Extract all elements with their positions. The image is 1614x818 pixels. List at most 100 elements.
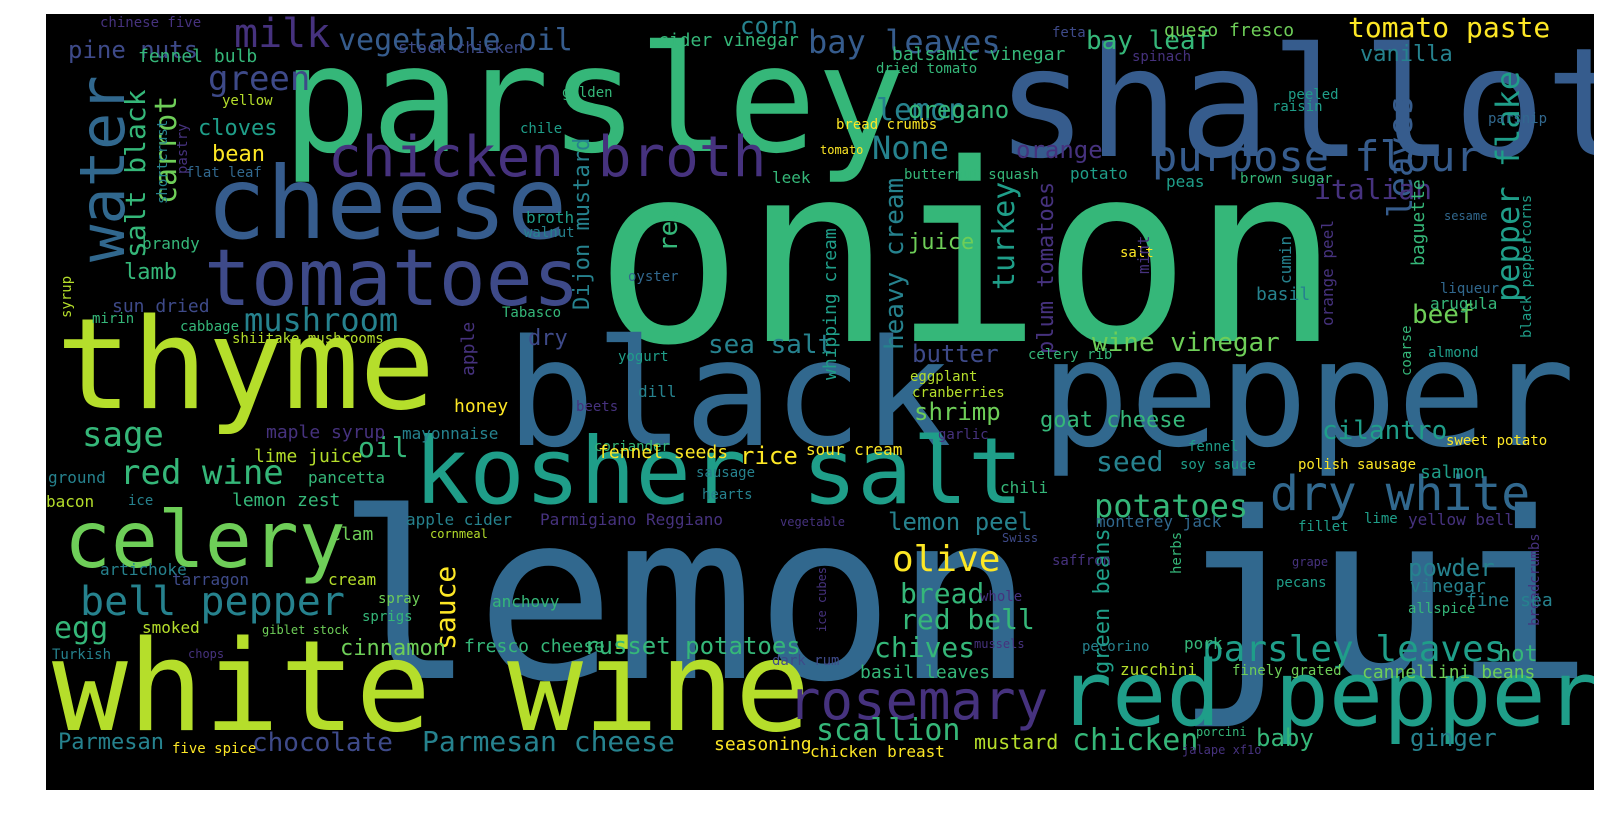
word: dry white — [1270, 466, 1531, 522]
word-cloud: onion lemon juice parsley shallot black … — [46, 14, 1594, 790]
word: cloves — [198, 116, 278, 141]
word: plum tomatoes — [1034, 181, 1059, 354]
word: mussels — [974, 637, 1025, 651]
word: lemon juice — [336, 463, 1594, 733]
word: pine nuts — [68, 36, 199, 64]
word: cilantro — [1322, 416, 1448, 446]
word: shortcrust — [155, 119, 171, 204]
word: italian — [1314, 173, 1433, 206]
word: allspice — [1408, 601, 1476, 617]
word: beets — [576, 399, 619, 415]
word: seed — [1096, 445, 1164, 478]
word: turkey — [987, 181, 1022, 290]
word: lamb — [124, 260, 177, 285]
word: cornmeal — [430, 527, 488, 541]
word: chicken broth — [328, 125, 767, 190]
word: saffron — [1052, 553, 1112, 569]
word: bell pepper — [80, 579, 345, 625]
word: seasoning — [714, 734, 812, 755]
word: hot — [1498, 642, 1538, 667]
word: apple — [458, 321, 479, 376]
word: vanilla — [1360, 42, 1453, 67]
word: basil leaves — [860, 662, 991, 683]
word: whipping cream — [820, 228, 841, 380]
word: tomato — [820, 143, 864, 157]
word: pecans — [1276, 575, 1327, 591]
word: sausage — [696, 465, 756, 481]
word: giblet stock — [262, 623, 349, 637]
word: sea salt — [708, 330, 834, 360]
word: Parmigiano Reggiano — [540, 510, 724, 529]
word: finely grated — [1232, 663, 1342, 679]
word: powder — [1408, 554, 1495, 582]
word: zucchini — [1120, 660, 1198, 679]
word: bean — [212, 142, 265, 167]
word: spinach — [1132, 49, 1192, 65]
word: stock chicken — [398, 38, 524, 57]
word: artichoke — [100, 560, 187, 579]
word: orange peel — [1318, 220, 1337, 326]
word: parsley — [282, 14, 906, 186]
word: syrup — [59, 275, 75, 318]
word: mustard — [974, 730, 1059, 754]
word: red — [654, 205, 684, 252]
word: chili — [1000, 478, 1049, 497]
word: cinnamon — [340, 636, 446, 661]
word: Parmesan — [58, 730, 164, 755]
word: chives — [874, 631, 976, 664]
word: shallot — [996, 15, 1594, 192]
word: lemon zest — [232, 490, 341, 511]
word: monterey jack — [1096, 512, 1222, 531]
word: shiitake mushrooms — [232, 331, 384, 347]
word: tomatoes — [204, 234, 580, 324]
word: cider vinegar — [658, 30, 799, 51]
word: ground — [48, 468, 106, 487]
word: Turkish — [52, 647, 112, 663]
word: lime juice — [254, 446, 363, 467]
word: cannellini beans — [1362, 662, 1536, 683]
word: Parmesan cheese — [422, 725, 675, 758]
word: sprigs — [362, 609, 413, 625]
word: kosher salt — [414, 418, 1024, 525]
word: garlic — [938, 427, 989, 443]
word: chile — [520, 121, 563, 137]
word: porcini — [1196, 725, 1247, 739]
word: whole — [980, 589, 1023, 605]
word: yellow — [222, 93, 273, 109]
word: Tabasco — [502, 305, 562, 321]
word: parsley leaves — [1202, 629, 1506, 670]
word: mushroom — [244, 301, 399, 339]
word: sweet potato — [1446, 433, 1548, 449]
word: cranberries — [912, 385, 1005, 401]
word: lemon — [876, 93, 967, 128]
word: fennel bulb — [138, 46, 258, 67]
word: breadcrumbs — [1527, 533, 1543, 626]
word: heavy cream — [880, 177, 910, 350]
word: broth — [526, 208, 575, 227]
word: jalape xf1o — [1182, 743, 1262, 757]
word: potato — [1070, 164, 1128, 183]
word: scallion — [816, 713, 961, 748]
word: golden — [562, 85, 613, 101]
word: pecorino — [1082, 639, 1150, 655]
word: honey — [454, 396, 509, 417]
word: pancetta — [308, 468, 386, 487]
word: hearts — [702, 487, 753, 503]
word: pork — [1184, 634, 1223, 653]
word: celery — [64, 496, 346, 586]
word: celery rib — [1028, 347, 1113, 363]
word: sun dried — [112, 296, 210, 317]
word: cream — [328, 570, 377, 589]
word: leek — [772, 168, 811, 187]
word: Dijon mustard — [570, 137, 595, 310]
word: polish sausage — [1298, 457, 1417, 473]
word: oyster — [628, 269, 679, 285]
word: fillet — [1298, 519, 1349, 535]
word: arugula — [1430, 294, 1498, 313]
word: apple cider — [406, 510, 512, 529]
word: dark rum — [772, 653, 840, 669]
word: ginger — [1410, 724, 1497, 752]
word: almond — [1428, 345, 1479, 361]
word: fine sea — [1466, 590, 1553, 611]
word: beef — [1412, 300, 1475, 330]
